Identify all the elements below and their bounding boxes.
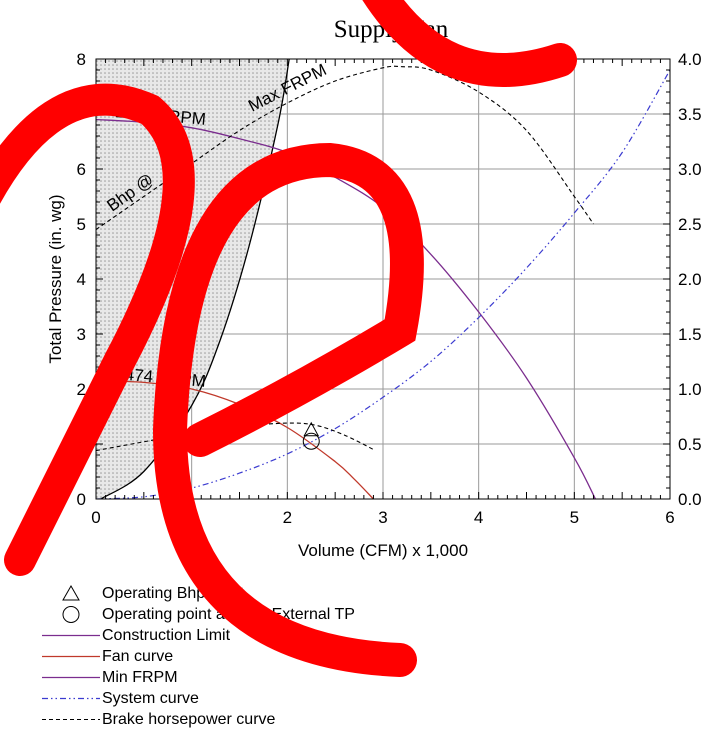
line-swatch [40, 625, 102, 646]
y-tick-label: 0 [77, 490, 86, 509]
legend-item: Min FRPM [40, 667, 380, 688]
y2-tick-label: 3.0 [678, 160, 702, 179]
y2-tick-label: 2.5 [678, 215, 702, 234]
y-tick-label: 8 [77, 50, 86, 69]
dashdot-swatch [40, 688, 102, 709]
legend: Operating Bhp point Operating point at To… [40, 583, 380, 730]
dash-swatch [40, 709, 102, 730]
x-tick-label: 1 [187, 508, 196, 527]
y2-tick-label: 1.5 [678, 325, 702, 344]
chart-title: Supply Fan [334, 16, 449, 43]
legend-label: Construction Limit [102, 626, 231, 644]
legend-item: Construction Limit [40, 625, 380, 646]
legend-item: Brake horsepower curve [40, 709, 380, 730]
y2-tick-label: 0.0 [678, 490, 702, 509]
x-tick-label: 5 [570, 508, 579, 527]
legend-item: System curve [40, 688, 380, 709]
y-tick-label: 6 [77, 160, 86, 179]
y-tick-label: 1 [77, 435, 86, 454]
legend-label: Operating Bhp point [102, 584, 245, 602]
legend-label: Fan curve [102, 647, 174, 665]
triangle-icon [40, 583, 102, 604]
x-tick-label: 2 [283, 508, 292, 527]
y2-tick-label: 4.0 [678, 50, 702, 69]
x-axis-label: Volume (CFM) x 1,000 [298, 541, 468, 560]
y-tick-label: 5 [77, 215, 86, 234]
y2-tick-label: 0.5 [678, 435, 702, 454]
legend-label: System curve [102, 689, 199, 707]
legend-item: Fan curve [40, 646, 380, 667]
legend-label: Operating point at Total External TP [102, 605, 355, 623]
line-swatch [40, 667, 102, 688]
x-tick-label: 3 [378, 508, 387, 527]
legend-item: Operating point at Total External TP [40, 604, 380, 625]
y-tick-label: 2 [77, 380, 86, 399]
y2-tick-label: 3.5 [678, 105, 702, 124]
y-tick-label: 4 [77, 270, 86, 289]
y-tick-label: 7 [77, 105, 86, 124]
line-swatch [40, 646, 102, 667]
legend-label: Brake horsepower curve [102, 710, 276, 728]
y2-tick-label: 1.0 [678, 380, 702, 399]
circle-icon [40, 604, 102, 625]
legend-label: Min FRPM [102, 668, 178, 686]
y-tick-label: 3 [77, 325, 86, 344]
y-axis-label: Total Pressure (in. wg) [46, 194, 65, 363]
x-tick-label: 0 [91, 508, 100, 527]
legend-item: Operating Bhp point [40, 583, 380, 604]
x-tick-label: 4 [474, 508, 483, 527]
y2-tick-label: 2.0 [678, 270, 702, 289]
x-tick-label: 6 [665, 508, 674, 527]
